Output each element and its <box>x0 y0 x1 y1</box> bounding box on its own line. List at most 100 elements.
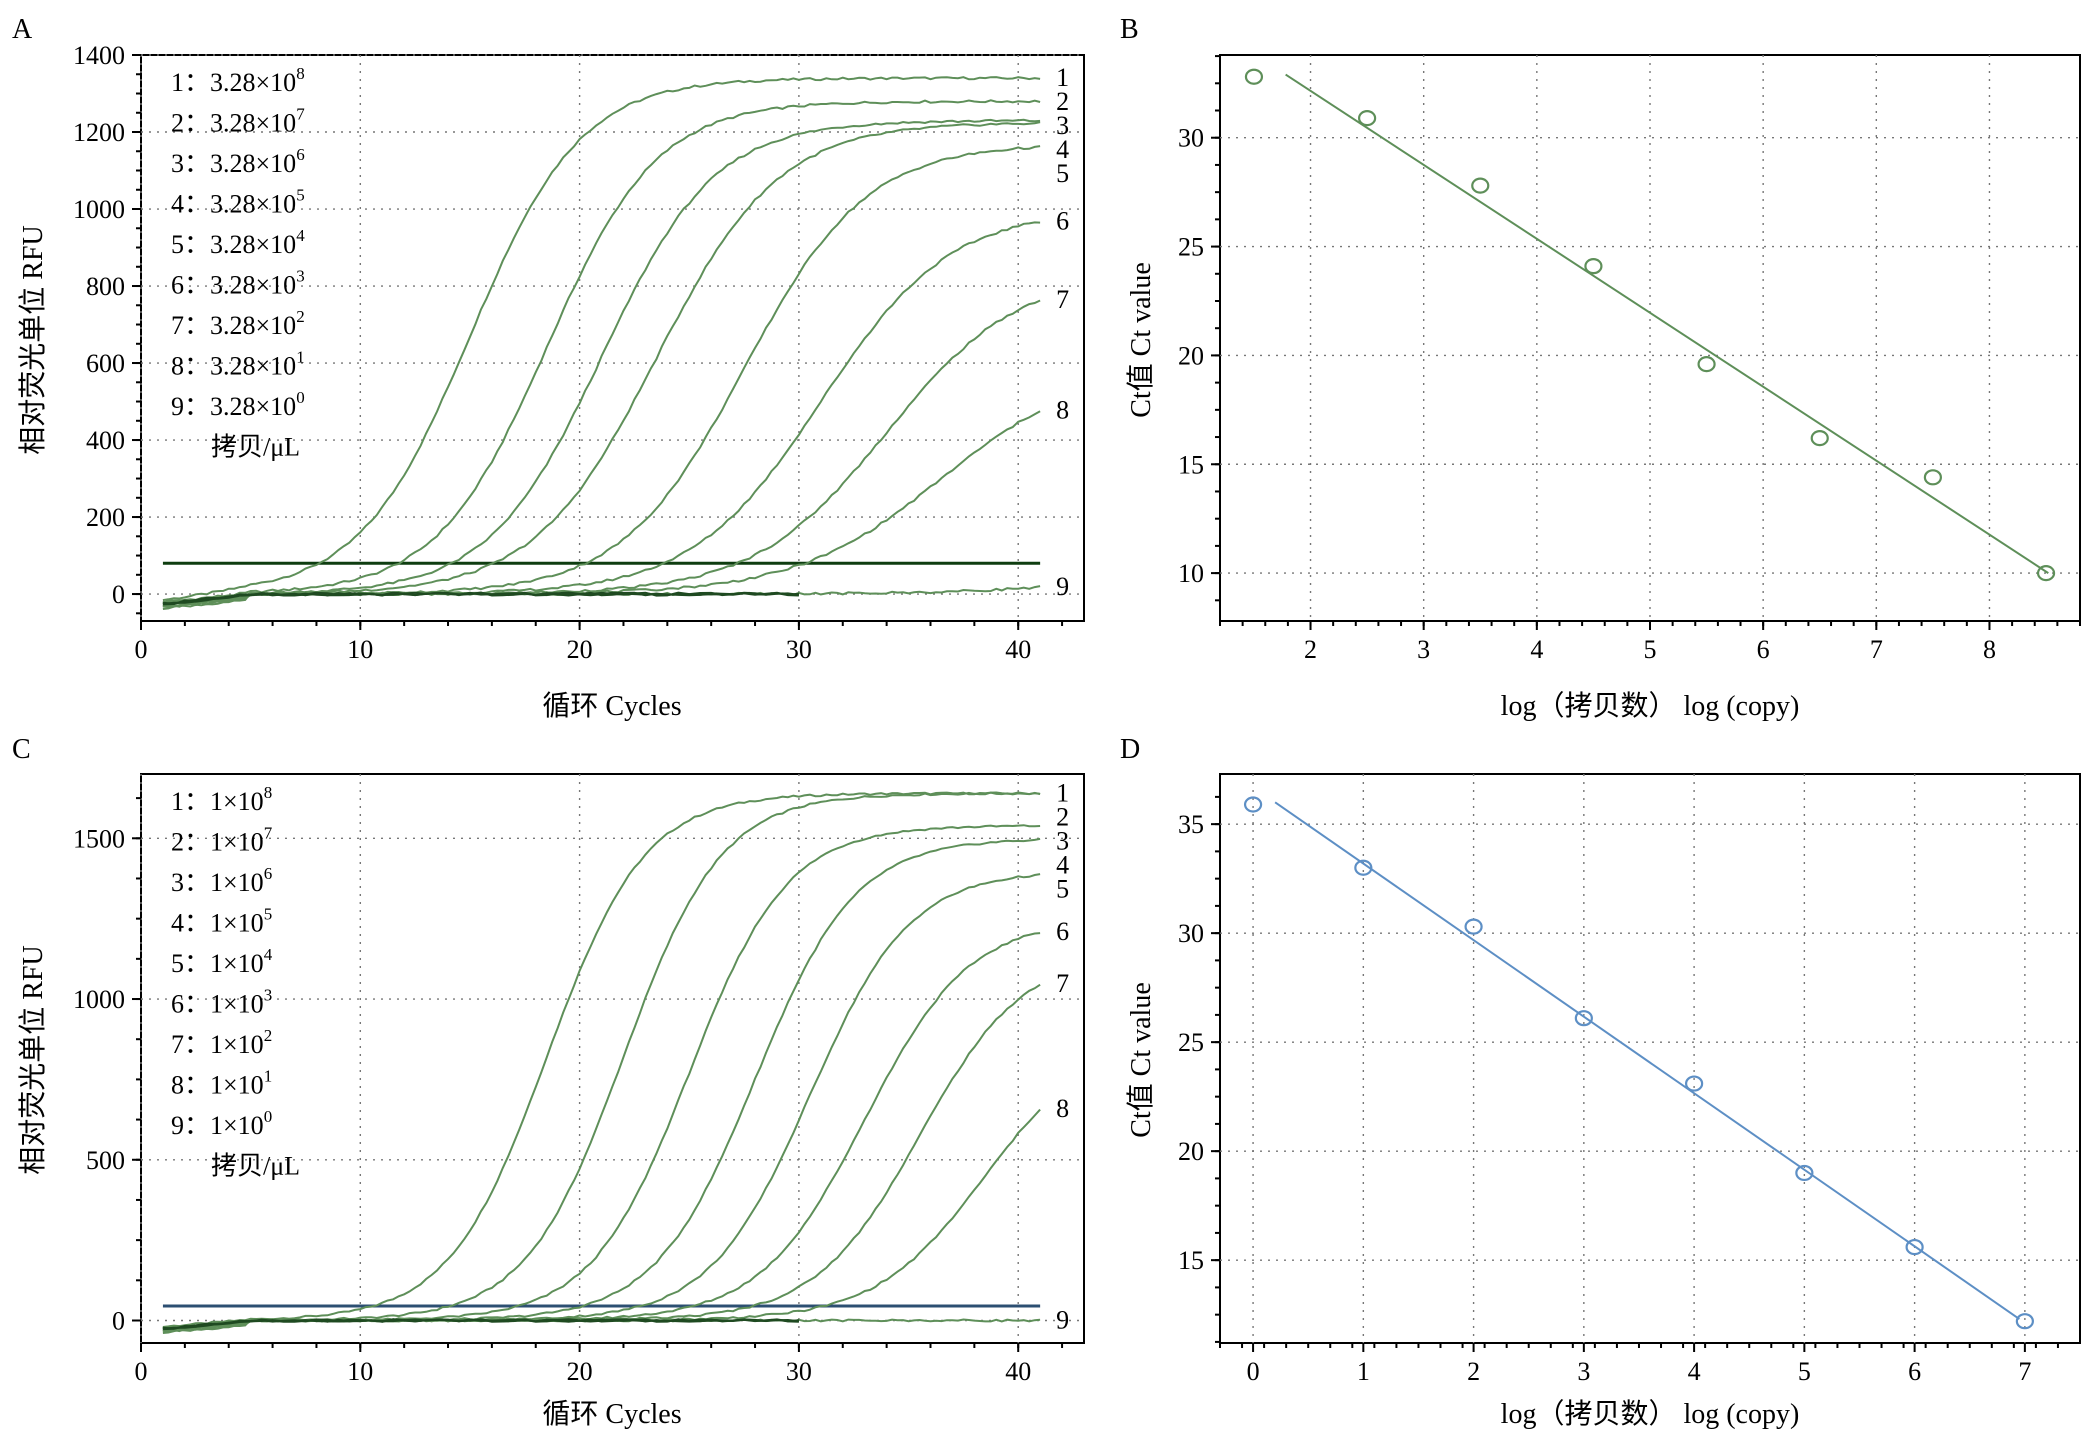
panel-c-legend-num: 8 <box>171 1071 184 1100</box>
panel-b-x-tick-label: 4 <box>1530 635 1543 664</box>
panel-d-x-tick-label: 5 <box>1798 1357 1811 1386</box>
panel-c-legend-num: 6 <box>171 990 184 1019</box>
panel-c-y-axis-label: 相对荧光单位 RFU <box>17 945 49 1174</box>
panel-c-end-label-4: 4 <box>1056 850 1069 879</box>
panel-a-legend-exp: 5 <box>296 186 305 205</box>
panel-b-x-tick-label: 7 <box>1870 635 1883 664</box>
panel-a-legend-exp: 4 <box>296 226 305 245</box>
panel-b-point-6 <box>1810 430 1829 447</box>
panel-c-legend-num: 4 <box>171 909 184 938</box>
panel-d-x-tick-label: 0 <box>1247 1357 1260 1386</box>
panel-a-x-tick-label: 20 <box>567 635 593 664</box>
panel-a-end-label-8: 8 <box>1056 396 1069 425</box>
panel-c-legend-sep: ： <box>184 787 210 816</box>
panel-b-x-axis-label: log（拷贝数） log (copy) <box>1501 690 1800 722</box>
panel-a-y-tick-label: 1000 <box>73 195 125 224</box>
panel-a-legend-exp: 2 <box>296 307 305 326</box>
panel-a-legend-sep: ： <box>184 352 210 381</box>
panel-b-point-4 <box>1584 258 1603 275</box>
panel-a-end-label-9: 9 <box>1056 572 1069 601</box>
panel-d-x-axis-label: log（拷贝数） log (copy) <box>1501 1398 1800 1430</box>
panel-a-end-label-7: 7 <box>1056 285 1069 314</box>
panel-a-legend-base: 3.28×10 <box>210 149 296 178</box>
panel-c-legend-num: 9 <box>171 1111 184 1140</box>
panel-a-legend-entry-7: 7：3.28×102 <box>171 307 305 340</box>
panel-c-legend-exp: 8 <box>264 783 273 802</box>
panel-c-legend-base: 1×10 <box>210 990 264 1019</box>
panel-a-end-label-2: 2 <box>1056 87 1069 116</box>
panel-b-y-tick-label: 10 <box>1178 559 1204 588</box>
panel-c-x-tick-label: 20 <box>567 1357 593 1386</box>
panel-a-end-label-5: 5 <box>1056 159 1069 188</box>
panel-c-legend-exp: 4 <box>264 945 273 964</box>
panel-a-legend-base: 3.28×10 <box>210 271 296 300</box>
panel-c-end-label-7: 7 <box>1056 969 1069 998</box>
panel-a-legend-sep: ： <box>184 149 210 178</box>
panel-c-x-tick-label: 10 <box>347 1357 373 1386</box>
panel-c-legend-entry-3: 3：1×106 <box>171 864 272 897</box>
panel-d-point-4 <box>1574 1010 1593 1027</box>
panel-b-y-tick-label: 30 <box>1178 124 1204 153</box>
panel-a-x-tick-label: 0 <box>135 635 148 664</box>
panel-c-end-label-3: 3 <box>1056 826 1069 855</box>
panel-a-legend-num: 6 <box>171 271 184 300</box>
panel-a-legend-entry-2: 2：3.28×107 <box>171 105 305 138</box>
panel-a-legend-sep: ： <box>184 109 210 138</box>
panel-b-point-5 <box>1697 356 1716 373</box>
panel-a-x-axis-label: 循环 Cycles <box>542 690 681 722</box>
panel-c-legend-entry-4: 4：1×105 <box>171 905 272 938</box>
panel-c-series-2-line <box>162 791 1041 1329</box>
panel-c-y-tick-label: 1500 <box>73 824 125 853</box>
panel-a-y-tick-label: 0 <box>112 580 125 609</box>
panel-a-legend-base: 3.28×10 <box>210 392 296 421</box>
panel-b-x-tick-label: 2 <box>1304 635 1317 664</box>
panel-c-legend-num: 7 <box>171 1030 184 1059</box>
panel-d-ticks: 0 1 2 3 4 5 6 7 15 20 25 30 35 <box>1178 795 2059 1386</box>
panel-a-y-tick-label: 400 <box>86 426 125 455</box>
panel-c-legend-entry-8: 8：1×101 <box>171 1067 272 1100</box>
panel-a-legend-sep: ： <box>184 68 210 97</box>
panel-b-fit-line <box>1285 73 2049 574</box>
panel-letter-a: A <box>12 14 33 45</box>
panel-c-legend-unit: 拷贝/μL <box>211 1152 300 1181</box>
panel-c-legend-exp: 2 <box>264 1026 273 1045</box>
panel-d-point-7 <box>1905 1238 1924 1256</box>
panel-a-legend-sep: ： <box>184 311 210 340</box>
panel-d-x-tick-label: 3 <box>1577 1357 1590 1386</box>
panel-a-legend-num: 9 <box>171 392 184 421</box>
panel-c-x-axis-label: 循环 Cycles <box>542 1398 681 1430</box>
panel-c-y-tick-label: 500 <box>86 1146 125 1175</box>
panel-a-legend-exp: 7 <box>296 105 305 124</box>
panel-c-legend-entry-7: 7：1×102 <box>171 1026 272 1059</box>
panel-c-legend-exp: 3 <box>264 986 273 1005</box>
panel-c-legend-base: 1×10 <box>210 787 264 816</box>
panel-letter-d: D <box>1120 734 1140 765</box>
panel-a-x-tick-label: 30 <box>786 635 812 664</box>
panel-c-baseline-trace <box>162 1318 799 1330</box>
panel-a-legend-num: 3 <box>171 149 184 178</box>
panel-a-legend-num: 4 <box>171 190 184 219</box>
panel-b-x-tick-label: 5 <box>1644 635 1657 664</box>
panel-b-point-3 <box>1471 177 1490 194</box>
panel-c-series-4-line <box>162 837 1041 1330</box>
panel-c-legend-num: 2 <box>171 828 184 857</box>
panel-a-legend-base: 3.28×10 <box>210 109 296 138</box>
panel-a-y-tick-label: 800 <box>86 272 125 301</box>
panel-b-x-tick-label: 8 <box>1983 635 1996 664</box>
panel-a-legend-sep: ： <box>184 230 210 259</box>
panel-a-legend-exp: 0 <box>296 388 305 407</box>
panel-a-legend: 1：3.28×1082：3.28×1073：3.28×1064：3.28×105… <box>171 64 305 462</box>
panel-a-legend-exp: 3 <box>296 267 305 286</box>
panel-d-point-5 <box>1685 1075 1704 1092</box>
panel-a-series-4-line <box>162 121 1041 605</box>
panel-a-series-2-line <box>162 99 1041 604</box>
panel-c-end-label-1: 1 <box>1056 778 1069 807</box>
panel-c-legend-entry-6: 6：1×103 <box>171 986 272 1019</box>
panel-c-legend-exp: 6 <box>264 864 273 883</box>
panel-c-series-6-line <box>162 932 1041 1332</box>
